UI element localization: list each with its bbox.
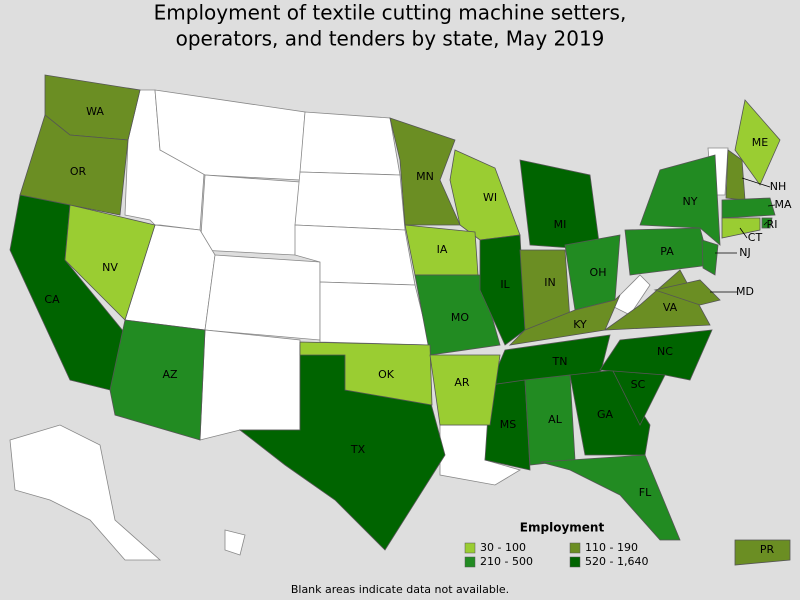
state-label: KY xyxy=(573,318,587,331)
legend-label: 210 - 500 xyxy=(480,555,533,568)
state-shape xyxy=(734,99,781,186)
legend-swatch xyxy=(464,556,476,568)
state-label: AL xyxy=(548,413,563,426)
state-shape xyxy=(508,294,621,346)
state-shape xyxy=(414,274,501,356)
state-label: CT xyxy=(748,231,763,244)
state-shape xyxy=(721,217,761,239)
state-label: TN xyxy=(552,355,568,368)
state-label: OK xyxy=(378,368,395,381)
state-shape xyxy=(429,354,501,426)
state-label: FL xyxy=(639,486,652,499)
state-shape xyxy=(734,539,791,566)
state-label: SC xyxy=(631,378,646,391)
state-shape xyxy=(484,379,531,471)
state-shape xyxy=(761,217,773,229)
title: Employment of textile cutting machine se… xyxy=(154,1,627,25)
state-label: PR xyxy=(760,543,775,556)
legend-label: 110 - 190 xyxy=(585,541,638,554)
state-label: NV xyxy=(102,261,118,274)
legend-swatch xyxy=(464,542,476,554)
state-shape xyxy=(653,279,721,306)
leader-line xyxy=(763,221,768,226)
legend-title: Employment xyxy=(520,521,605,535)
state-label: ME xyxy=(752,136,768,149)
state-label: IN xyxy=(544,276,555,289)
state-label: NY xyxy=(683,195,698,208)
state-label: MD xyxy=(736,285,754,298)
state-shape xyxy=(599,329,713,381)
leader-line xyxy=(741,177,771,188)
legend-label: 30 - 100 xyxy=(480,541,526,554)
legend-label: 520 - 1,640 xyxy=(585,555,648,568)
state-label: MO xyxy=(451,311,469,324)
state-shape xyxy=(479,234,526,346)
state-label: MS xyxy=(500,418,516,431)
state-shape xyxy=(299,341,433,406)
state-shape xyxy=(721,197,776,219)
state-label: IL xyxy=(500,278,510,291)
state-shape xyxy=(701,239,719,276)
state-shape xyxy=(204,254,321,341)
state-label: RI xyxy=(767,218,778,231)
state-shape xyxy=(539,454,681,541)
state-shape xyxy=(109,319,206,441)
state-label: MA xyxy=(774,198,791,211)
state-shape xyxy=(299,111,401,176)
state-labels: WA OR CA NV AZ MN WI IA MO IL MI IN OH KY TN MS AL GA FL SC… xyxy=(44,105,792,556)
states xyxy=(9,74,791,566)
leader-line xyxy=(739,227,748,239)
state-shape xyxy=(519,159,601,251)
state-label: VA xyxy=(663,301,678,314)
state-label: MN xyxy=(416,170,434,183)
state-label: IA xyxy=(437,243,448,256)
footnote: Blank areas indicate data not available. xyxy=(291,583,509,596)
state-label: AR xyxy=(454,376,470,389)
state-label: CA xyxy=(44,293,60,306)
title: operators, and tenders by state, May 201… xyxy=(176,27,605,51)
state-label: NC xyxy=(657,345,673,358)
state-shape xyxy=(224,529,246,556)
state-shape xyxy=(319,281,431,346)
state-label: OH xyxy=(590,266,607,279)
state-label: TX xyxy=(350,443,366,456)
leader-line xyxy=(767,204,776,207)
state-label: WI xyxy=(483,191,497,204)
state-shape xyxy=(19,114,129,216)
state-label: GA xyxy=(597,408,614,421)
state-label: OR xyxy=(70,165,87,178)
legend-swatch xyxy=(569,556,581,568)
state-label: NH xyxy=(770,180,787,193)
state-shape xyxy=(9,424,162,561)
legend-swatch xyxy=(569,542,581,554)
state-label: NJ xyxy=(739,246,750,259)
state-shape xyxy=(154,89,306,181)
state-label: PA xyxy=(660,245,674,258)
state-label: MI xyxy=(554,218,567,231)
state-shape xyxy=(199,174,301,256)
state-label: WA xyxy=(86,105,104,118)
state-shape xyxy=(639,154,721,246)
state-label: AZ xyxy=(162,368,178,381)
state-shape xyxy=(294,171,406,231)
blank-states xyxy=(9,89,729,561)
state-shape xyxy=(199,329,301,441)
